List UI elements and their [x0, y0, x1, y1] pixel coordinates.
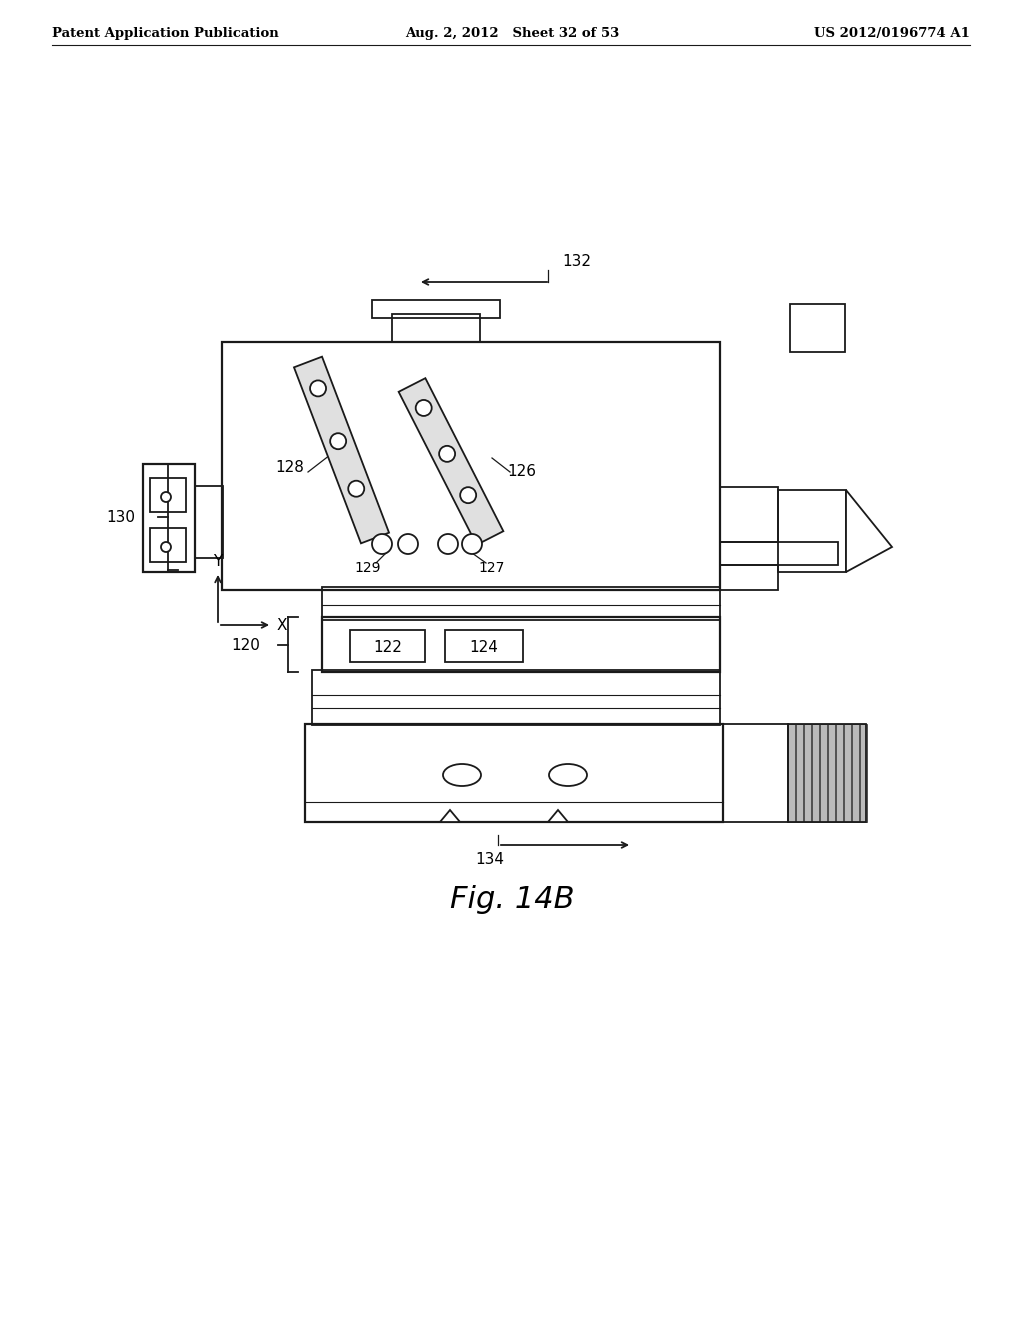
Text: 127: 127 [479, 561, 505, 576]
Text: 124: 124 [470, 639, 499, 655]
Bar [322, 616, 720, 672]
Polygon shape [846, 490, 892, 572]
Bar [796, 723, 803, 822]
Circle shape [438, 535, 458, 554]
Text: Aug. 2, 2012   Sheet 32 of 53: Aug. 2, 2012 Sheet 32 of 53 [404, 26, 620, 40]
Bar [820, 723, 827, 822]
Bar [372, 300, 500, 318]
Circle shape [348, 480, 365, 496]
Bar [788, 723, 795, 822]
Bar [150, 528, 186, 562]
Text: 120: 120 [231, 638, 260, 652]
Bar [720, 565, 778, 590]
Bar [720, 487, 778, 543]
Bar [312, 671, 720, 725]
Circle shape [372, 535, 392, 554]
Bar [392, 314, 480, 342]
Circle shape [462, 535, 482, 554]
Bar [836, 723, 843, 822]
Bar [812, 723, 819, 822]
Circle shape [310, 380, 326, 396]
Bar [143, 465, 195, 572]
Circle shape [330, 433, 346, 449]
Bar [195, 486, 223, 558]
Text: X: X [276, 618, 288, 632]
Text: 126: 126 [508, 465, 537, 479]
Circle shape [161, 543, 171, 552]
Text: Patent Application Publication: Patent Application Publication [52, 26, 279, 40]
Bar [720, 543, 838, 565]
Bar [788, 723, 866, 822]
Polygon shape [548, 810, 568, 822]
Circle shape [161, 492, 171, 502]
Text: Y: Y [213, 554, 222, 569]
Polygon shape [294, 356, 389, 544]
Bar [852, 723, 859, 822]
Bar [790, 304, 845, 352]
Bar [350, 630, 425, 663]
Text: 130: 130 [106, 510, 135, 524]
Bar [828, 723, 835, 822]
Polygon shape [398, 379, 504, 545]
Ellipse shape [549, 764, 587, 785]
Bar [723, 723, 788, 822]
Text: US 2012/0196774 A1: US 2012/0196774 A1 [814, 26, 970, 40]
Bar [860, 723, 867, 822]
Text: 122: 122 [374, 639, 402, 655]
Bar [804, 723, 811, 822]
Bar [222, 342, 720, 590]
Text: 129: 129 [354, 561, 381, 576]
Text: 132: 132 [562, 255, 591, 269]
Circle shape [460, 487, 476, 503]
Text: Fig. 14B: Fig. 14B [450, 886, 574, 915]
Bar [445, 630, 523, 663]
Bar [778, 490, 846, 572]
Bar [150, 478, 186, 512]
Circle shape [439, 446, 455, 462]
Polygon shape [440, 810, 460, 822]
Circle shape [398, 535, 418, 554]
Text: 134: 134 [475, 853, 505, 867]
Bar [305, 723, 723, 822]
Ellipse shape [443, 764, 481, 785]
Circle shape [416, 400, 432, 416]
Bar [844, 723, 851, 822]
Bar [322, 587, 720, 620]
Text: 128: 128 [275, 461, 304, 475]
